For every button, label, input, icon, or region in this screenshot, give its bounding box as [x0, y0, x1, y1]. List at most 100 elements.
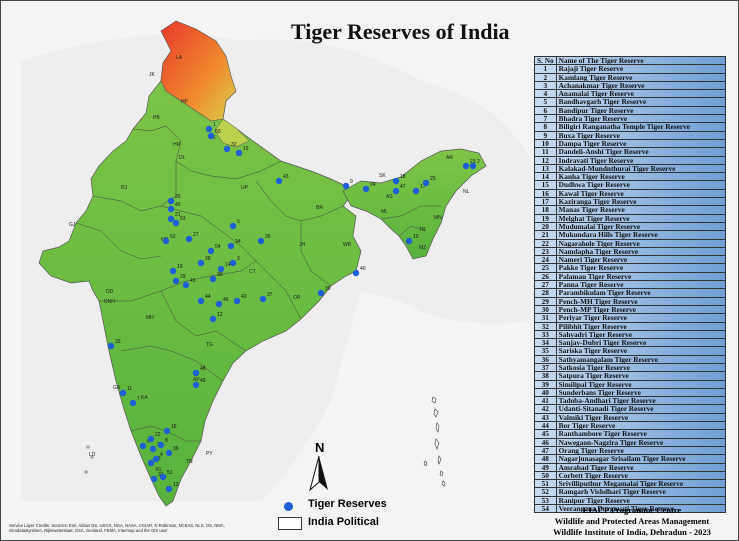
state-label: DL [179, 155, 186, 161]
legend-political-label: India Political [308, 516, 379, 528]
serial-cell: 35 [534, 346, 557, 356]
reserve-name-cell: Bandipur Tiger Reserve [555, 105, 727, 116]
state-label: AR [446, 155, 453, 161]
reserve-number-label: 5 [237, 219, 240, 225]
serial-cell: 3 [534, 80, 557, 91]
reserve-name-cell: Buxa Tiger Reserve [555, 130, 727, 140]
tiger-reserve-dot [462, 162, 470, 170]
reserve-table-body: 1 Rajaji Tiger Reserve 2 Kamlang Tiger Rese… [534, 64, 727, 514]
reserve-number-label: 47 [400, 184, 406, 190]
table-row: 48 Nagarjunasagar Srisailam Tiger Reserve [534, 454, 727, 464]
serial-cell: 13 [534, 163, 557, 174]
reserve-name-cell: Biligiri Ranganatha Temple Tiger Reserve [555, 122, 727, 132]
serial-cell: 37 [534, 362, 557, 373]
reserve-number-label: 8 [165, 438, 168, 444]
table-row: 33 Sahyadri Tiger Reserve [534, 329, 727, 340]
serial-cell: 6 [534, 105, 557, 116]
reserve-number-label: 49 [200, 378, 206, 384]
table-row: 11 Dandeli-Anshi Tiger Reserve [534, 147, 727, 157]
table-row: 43 Valmiki Tiger Reserve [534, 412, 727, 423]
serial-cell: 47 [534, 445, 557, 456]
serial-cell: 45 [534, 429, 557, 439]
tiger-reserve-dot [182, 281, 190, 289]
serial-cell: 33 [534, 329, 557, 340]
tiger-reserve-dot [167, 215, 175, 223]
reserve-number-label: 1 [213, 122, 216, 128]
reserve-number-label: 22 [155, 432, 161, 438]
serial-cell: 20 [534, 221, 557, 232]
reserve-name-cell: Periyar Tiger Reserve [555, 313, 727, 323]
tiger-reserve-dot [257, 237, 265, 245]
table-row: 22 Nagarahole Tiger Reserve [534, 238, 727, 248]
reserve-name-cell: Valmiki Tiger Reserve [555, 412, 727, 423]
tiger-reserve-dot [150, 475, 158, 483]
table-row: 40 Sunderbans Tiger Reserve [534, 387, 727, 398]
state-label: AP [193, 377, 200, 383]
reserve-number-label: 42 [241, 294, 247, 300]
reserve-name-cell: Kalakad-Mundnthurai Tiger Reserve [555, 163, 727, 174]
tiger-reserve-dot [392, 187, 400, 195]
table-row: 31 Periyar Tiger Reserve [534, 313, 727, 323]
reserve-name-cell: Veerangana Durgavati Tiger Reserve [555, 504, 727, 514]
org-line-1: EIACP Programme Centre [582, 505, 682, 515]
state-label: AS [386, 194, 393, 200]
north-arrow-icon [309, 456, 328, 492]
table-row: 50 Corbett Tiger Reserve [534, 470, 727, 481]
tiger-reserve-dot [165, 485, 173, 493]
serial-cell: 43 [534, 412, 557, 423]
table-row: 54 Veerangana Durgavati Tiger Reserve [534, 504, 727, 514]
reserve-name-cell: Sariska Tiger Reserve [555, 346, 727, 356]
reserve-name-cell: Achanakmar Tiger Reserve [555, 80, 727, 91]
tiger-reserve-dot [129, 399, 137, 407]
reserve-number-label: 51 [167, 470, 173, 476]
tiger-reserve-dot [172, 277, 180, 285]
table-row: 26 Palamau Tiger Reserve [534, 271, 727, 282]
serial-cell: 26 [534, 271, 557, 282]
reserve-number-label: 37 [267, 292, 273, 298]
tiger-reserve-dot [149, 445, 157, 453]
state-label: TN [186, 459, 193, 465]
reserve-name-cell: Nagarahole Tiger Reserve [555, 238, 727, 248]
reserve-name-cell: Kaziranga Tiger Reserve [555, 197, 727, 207]
reserve-number-label: 15 [243, 146, 249, 152]
reserve-number-label: 24 [370, 182, 376, 188]
tiger-reserve-dot [152, 455, 160, 463]
legend-political-swatch [278, 517, 302, 530]
table-row: 24 Nameri Tiger Reserve [534, 255, 727, 265]
reserve-number-label: 7 [137, 396, 140, 402]
reserve-name-cell: Mukundara Hills Tiger Reserve [555, 230, 727, 240]
reserve-name-cell: Sathyamangalam Tiger Reserve [555, 354, 727, 365]
tiger-reserve-dot [229, 259, 237, 267]
reserve-name-cell: Amrabad Tiger Reserve [555, 462, 727, 472]
table-row: 13 Kalakad-Mundnthurai Tiger Reserve [534, 163, 727, 174]
map-title: Tiger Reserves of India [291, 19, 510, 44]
reserve-number-label: 13 [173, 482, 179, 488]
reserve-number-label: 43 [283, 174, 289, 180]
reserve-name-cell: Orang Tiger Reserve [555, 445, 727, 456]
tiger-reserve-dot [259, 295, 267, 303]
table-row: 47 Orang Tiger Reserve [534, 445, 727, 456]
tiger-reserve-dot [167, 205, 175, 213]
tiger-reserve-dot [157, 441, 165, 449]
table-row: 7 Bhadra Tiger Reserve [534, 114, 727, 124]
reserve-name-cell: Sanjay-Dubri Tiger Reserve [555, 338, 727, 348]
tiger-reserve-dot [235, 149, 243, 157]
tiger-reserve-dot [342, 182, 350, 190]
serial-cell: 50 [534, 470, 557, 481]
tiger-reserve-dot [209, 315, 217, 323]
reserve-number-label: 3 [237, 256, 240, 262]
table-row: 52 Ramgarh Vishdhari Tiger Reserve [534, 487, 727, 497]
serial-cell: 30 [534, 304, 557, 315]
serial-cell: 31 [534, 313, 557, 323]
tiger-reserve-dot [362, 185, 370, 193]
reserve-name-cell: Ranthambore Tiger Reserve [555, 429, 727, 439]
tiger-reserve-dot [169, 267, 177, 275]
tiger-reserve-dot [422, 179, 430, 187]
serial-cell: 48 [534, 454, 557, 464]
reserve-number-label: 30 [217, 272, 223, 278]
table-row: 1 Rajaji Tiger Reserve [534, 64, 727, 74]
table-row: 38 Satpura Tiger Reserve [534, 371, 727, 381]
reserve-number-label: 46 [223, 297, 229, 303]
